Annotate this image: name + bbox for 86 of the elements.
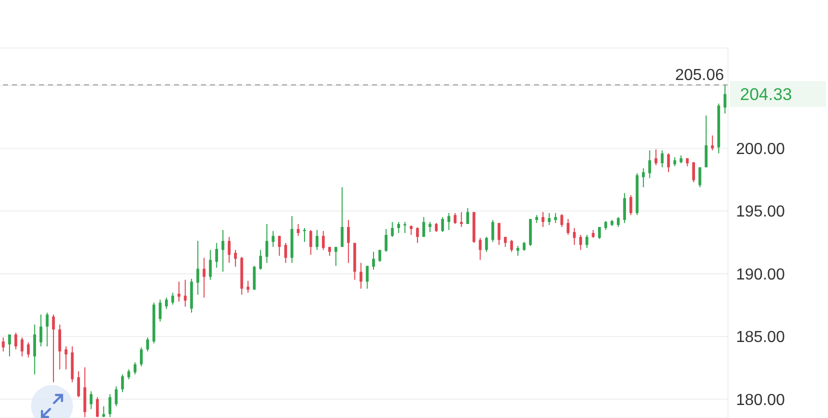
- candlestick: [667, 152, 670, 173]
- y-tick-label: 195.00: [736, 204, 786, 221]
- candlestick: [140, 346, 143, 367]
- candlestick: [278, 235, 281, 256]
- ref-line-label: 205.06: [675, 66, 724, 84]
- candlestick: [208, 249, 212, 280]
- candlestick: [146, 336, 149, 352]
- candlestick: [491, 219, 494, 242]
- candlestick: [692, 162, 695, 183]
- candlestick: [40, 314, 42, 347]
- candlestick: [215, 242, 218, 268]
- candlestick: [234, 249, 237, 268]
- candlestick: [454, 212, 457, 224]
- candlestick: [108, 394, 112, 418]
- candlestick: [404, 221, 406, 234]
- candlestick: [616, 216, 620, 228]
- candlestick: [566, 218, 570, 236]
- candlestick: [548, 212, 551, 226]
- candlestick: [259, 249, 262, 270]
- candlestick: [724, 84, 726, 114]
- candlestick: [441, 216, 444, 232]
- candlestick: [422, 216, 426, 238]
- candlestick: [642, 168, 645, 188]
- candlestick: [165, 297, 168, 310]
- candlestick: [77, 370, 80, 398]
- candlestick: [64, 346, 68, 370]
- candlestick: [20, 336, 24, 357]
- candlestick: [14, 332, 18, 350]
- y-tick-label: 200.00: [736, 141, 786, 158]
- candlestick: [586, 234, 588, 248]
- candlestick: [466, 208, 470, 224]
- candlestick: [660, 150, 664, 168]
- candlestick: [316, 229, 318, 250]
- candlestick: [397, 221, 400, 234]
- candlestick: [246, 280, 250, 294]
- candlestick: [272, 230, 275, 248]
- candlestick: [171, 292, 174, 306]
- candlestick: [516, 245, 520, 256]
- y-tick-label: 190.00: [736, 266, 786, 284]
- candlestick: [510, 239, 513, 252]
- text: 204.33: [740, 85, 792, 104]
- candlestick: [390, 221, 394, 238]
- candlestick: [498, 222, 500, 246]
- candlestick: [416, 226, 419, 244]
- y-tick-label: 185.00: [736, 329, 786, 346]
- candlestick: [604, 220, 608, 230]
- candlestick: [265, 223, 268, 264]
- candlestick: [96, 396, 99, 418]
- candlestick: [579, 234, 582, 250]
- candlestick: [698, 166, 702, 188]
- candlestick: [158, 299, 162, 322]
- candlestick: [121, 374, 124, 393]
- candlestick: [26, 342, 30, 358]
- candlestick: [460, 212, 463, 228]
- candlestick: [52, 314, 55, 383]
- candlestick: [228, 236, 231, 264]
- candlestick: [485, 236, 488, 252]
- candlestick: [90, 390, 93, 410]
- candlestick: [711, 134, 714, 151]
- candlestick: [654, 148, 658, 166]
- candlestick: [8, 334, 11, 357]
- candlestick: [554, 212, 557, 224]
- candlestick: [347, 219, 350, 264]
- candlestick: [33, 324, 36, 375]
- candlestick: [222, 229, 224, 272]
- candlestick: [134, 362, 136, 375]
- candlestick: [202, 257, 206, 298]
- candlestick: [372, 251, 375, 270]
- candlestick: [542, 212, 544, 228]
- candlestick: [334, 246, 338, 266]
- candlestick: [309, 229, 312, 256]
- candlestick: [623, 192, 626, 224]
- candlestick: [447, 212, 450, 230]
- candlestick: [340, 186, 344, 248]
- candlestick: [560, 214, 564, 228]
- candlestick: [178, 281, 180, 302]
- candlestick: [572, 227, 576, 246]
- candlestick: [428, 221, 432, 232]
- candlestick: [196, 240, 200, 296]
- candlestick: [384, 228, 388, 252]
- candlestick: [629, 194, 632, 216]
- candlestick: [184, 279, 187, 308]
- candlestick: [284, 242, 288, 264]
- candlestick: [2, 336, 5, 352]
- y-tick-label: 180.00: [736, 392, 786, 409]
- candlestick: [360, 262, 362, 290]
